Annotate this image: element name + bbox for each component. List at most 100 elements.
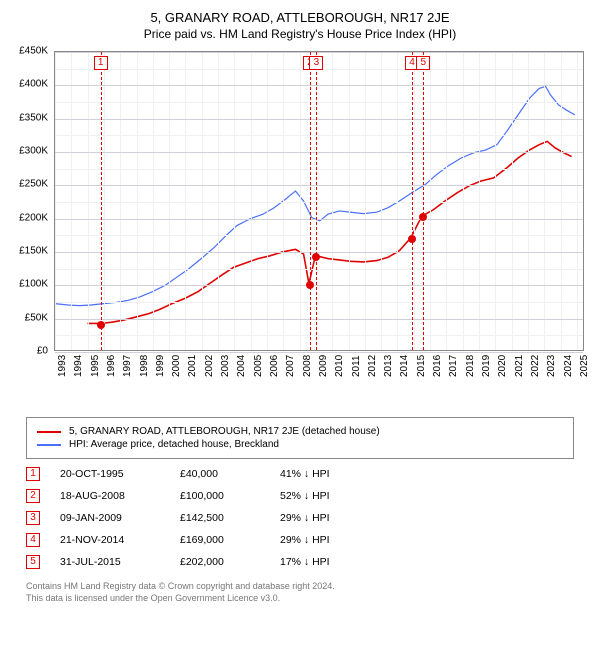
x-tick-label: 2022 [530,355,541,377]
sales-delta: 17% ↓ HPI [280,556,400,568]
gridline-v [332,52,333,350]
gridline-h [55,85,583,86]
sales-price: £169,000 [180,534,280,546]
gridline-v [446,52,447,350]
x-tick-label: 2013 [383,355,394,377]
footer-line-2: This data is licensed under the Open Gov… [26,593,574,605]
event-line [310,52,311,350]
gridline-h [55,152,583,153]
gridline-v [528,52,529,350]
gridline-v [251,52,252,350]
sales-date: 09-JAN-2009 [60,512,180,524]
sales-row: 5 31-JUL-2015£202,00017% ↓ HPI [26,551,574,573]
legend-label: 5, GRANARY ROAD, ATTLEBOROUGH, NR17 2JE … [69,426,380,437]
sale-point-marker [97,321,105,329]
sales-date: 31-JUL-2015 [60,556,180,568]
y-tick-label: £250K [19,179,48,190]
y-tick-label: £450K [19,46,48,57]
gridline-h [55,219,583,220]
gridline-v [479,52,480,350]
gridline-v [397,52,398,350]
x-tick-label: 2009 [318,355,329,377]
sales-delta: 29% ↓ HPI [280,534,400,546]
x-tick-label: 2011 [351,355,362,377]
sales-index-box: 5 [26,555,40,569]
y-tick-label: £50K [25,312,48,323]
gridline-v [202,52,203,350]
gridline-v [234,52,235,350]
event-line [412,52,413,350]
x-tick-label: 2020 [497,355,508,377]
x-tick-label: 2016 [432,355,443,377]
gridline-v [88,52,89,350]
series-svg [55,52,583,350]
sales-date: 21-NOV-2014 [60,534,180,546]
gridline-h-minor [55,169,583,170]
gridline-v [185,52,186,350]
x-tick-label: 2003 [220,355,231,377]
y-tick-label: £150K [19,246,48,257]
gridline-v [430,52,431,350]
y-tick-label: £0 [37,346,48,357]
sales-row: 309-JAN-2009£142,50029% ↓ HPI [26,507,574,529]
y-tick-label: £300K [19,146,48,157]
x-tick-label: 1998 [139,355,150,377]
x-tick-label: 2008 [302,355,313,377]
gridline-h [55,52,583,53]
x-tick-label: 2025 [579,355,590,377]
x-tick-label: 2012 [367,355,378,377]
gridline-v [414,52,415,350]
event-line [316,52,317,350]
gridline-v [283,52,284,350]
gridline-h [55,119,583,120]
x-tick-label: 2010 [334,355,345,377]
sales-date: 20-OCT-1995 [60,468,180,480]
sales-price: £40,000 [180,468,280,480]
sales-price: £142,500 [180,512,280,524]
gridline-h-minor [55,302,583,303]
gridline-v [104,52,105,350]
x-tick-label: 2024 [563,355,574,377]
gridline-h [55,252,583,253]
legend-swatch [37,431,61,433]
x-tick-label: 2006 [269,355,280,377]
y-tick-label: £350K [19,112,48,123]
gridline-v [120,52,121,350]
legend-row: HPI: Average price, detached house, Brec… [37,439,563,450]
gridline-h-minor [55,235,583,236]
gridline-v [381,52,382,350]
gridline-v [300,52,301,350]
legend-label: HPI: Average price, detached house, Brec… [69,439,279,450]
x-tick-label: 2014 [399,355,410,377]
footer-line-1: Contains HM Land Registry data © Crown c… [26,581,574,593]
x-tick-label: 2002 [204,355,215,377]
gridline-v [577,52,578,350]
sales-price: £202,000 [180,556,280,568]
legend-row: 5, GRANARY ROAD, ATTLEBOROUGH, NR17 2JE … [37,426,563,437]
footer-attribution: Contains HM Land Registry data © Crown c… [26,581,574,604]
y-tick-label: £400K [19,79,48,90]
x-tick-label: 2001 [187,355,198,377]
x-tick-label: 1993 [57,355,68,377]
gridline-h-minor [55,102,583,103]
gridline-v [544,52,545,350]
sales-table: 120-OCT-1995£40,00041% ↓ HPI218-AUG-2008… [26,463,574,573]
x-tick-label: 2019 [481,355,492,377]
gridline-v [137,52,138,350]
gridline-v [495,52,496,350]
sales-delta: 41% ↓ HPI [280,468,400,480]
x-tick-label: 2005 [253,355,264,377]
x-tick-label: 2007 [285,355,296,377]
gridline-h [55,285,583,286]
gridline-h-minor [55,269,583,270]
chart-subtitle: Price paid vs. HM Land Registry's House … [8,27,592,41]
x-tick-label: 1997 [122,355,133,377]
sales-index-box: 2 [26,489,40,503]
y-tick-label: £200K [19,212,48,223]
gridline-h-minor [55,202,583,203]
gridline-v [218,52,219,350]
sales-delta: 52% ↓ HPI [280,490,400,502]
gridline-h-minor [55,335,583,336]
gridline-v [71,52,72,350]
sale-point-marker [312,253,320,261]
